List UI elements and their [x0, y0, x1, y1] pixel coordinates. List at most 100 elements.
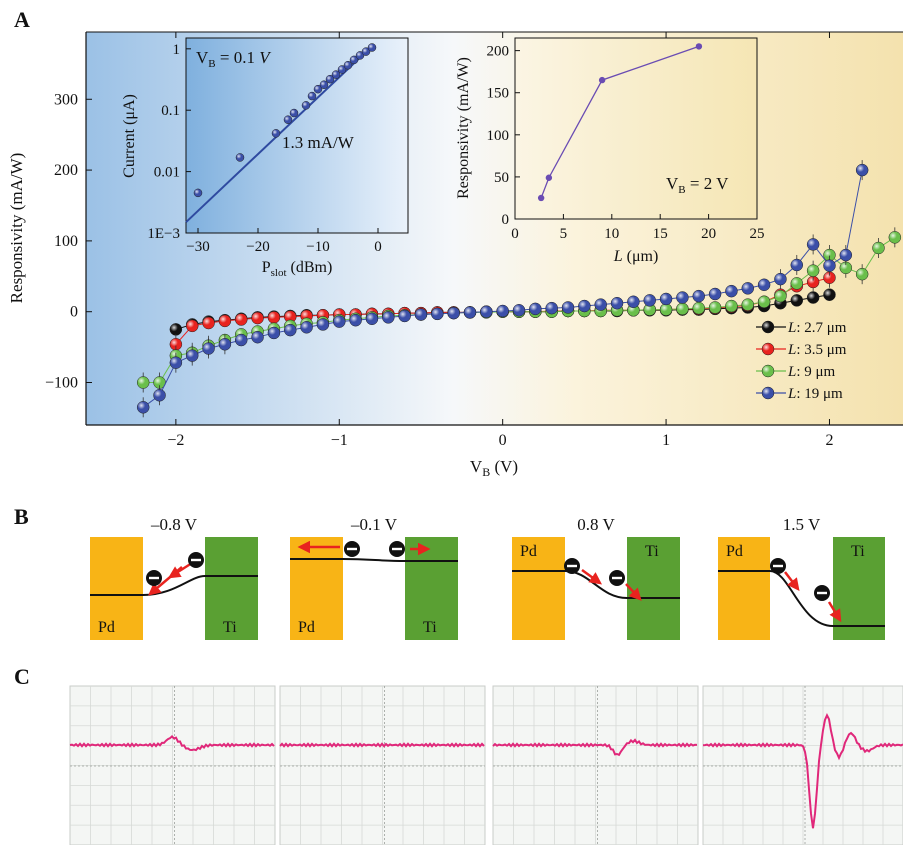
- band-diagram-2: 0.8 V Pd Ti: [512, 515, 680, 640]
- pd-block: [90, 537, 143, 640]
- inset1-data-point-highlight: [194, 188, 202, 197]
- inset1-data-point-highlight: [236, 153, 244, 162]
- inset2-data-point: [537, 194, 545, 202]
- scope-trace: [69, 735, 275, 752]
- electron-minus: [567, 564, 577, 568]
- x-tick-label: 0: [499, 432, 507, 449]
- y-axis-label: Responsivity (mA/W): [7, 153, 26, 304]
- data-point-highlight: [218, 338, 231, 351]
- data-point-highlight: [333, 315, 346, 328]
- inset1-x-tick-label: 0: [374, 239, 382, 255]
- inset2-x-tick-label: 5: [560, 226, 568, 242]
- data-point-highlight: [839, 249, 852, 262]
- data-point-highlight: [823, 271, 836, 284]
- data-point-highlight: [741, 298, 754, 311]
- inset1-data-point-highlight: [290, 109, 298, 118]
- ti-label: Ti: [223, 619, 237, 636]
- inset1-data-point-highlight: [338, 65, 346, 74]
- data-point-highlight: [300, 321, 313, 334]
- inset2-x-label: L (μm): [613, 248, 659, 265]
- data-point-highlight: [365, 312, 378, 325]
- data-point-highlight: [349, 314, 362, 327]
- ann-v: V: [666, 174, 679, 193]
- panel-label-c: C: [14, 664, 30, 689]
- inset2-x-tick-label: 20: [701, 226, 716, 242]
- band-diagram-3: 1.5 V Pd Ti: [718, 515, 885, 640]
- y-tick-label: 300: [54, 91, 78, 108]
- inset2-x-label-var: L: [613, 248, 623, 265]
- inset1-data-point-highlight: [272, 129, 280, 138]
- bias-label: 0.8 V: [577, 515, 615, 534]
- data-point-highlight: [545, 302, 558, 315]
- band-diagrams: –0.8 V Pd Ti –0.1 V Pd Ti 0.8 V Pd Ti 1.5 V Pd Ti: [90, 515, 885, 640]
- inset1-background: [185, 37, 409, 234]
- legend-marker-highlight: [762, 365, 774, 377]
- data-point-highlight: [529, 302, 542, 315]
- inset1-y-tick-label: 0.1: [161, 103, 180, 119]
- data-point-highlight: [398, 309, 411, 322]
- ti-block: [205, 537, 258, 640]
- legend-label-text: : 3.5 μm: [796, 342, 846, 358]
- legend-italic-l: L: [787, 364, 796, 380]
- ti-label: Ti: [645, 543, 659, 560]
- inset1-data-point-highlight: [356, 51, 364, 60]
- data-point-highlight: [251, 312, 264, 325]
- data-point-highlight: [643, 294, 656, 307]
- ann-unit: V: [259, 48, 272, 67]
- pd-block: [290, 537, 343, 640]
- data-point-highlight: [823, 249, 836, 262]
- data-point-highlight: [839, 261, 852, 274]
- inset2-y-tick-label: 200: [487, 44, 510, 60]
- data-point-highlight: [267, 311, 280, 324]
- data-point-highlight: [496, 304, 509, 317]
- inset1-x-tick-label: −30: [186, 239, 209, 255]
- inset1-data-point-highlight: [320, 80, 328, 89]
- pd-label: Pd: [298, 619, 315, 636]
- inset1-data-point-highlight: [362, 47, 370, 56]
- drift-arrow: [827, 601, 842, 623]
- data-point-highlight: [774, 273, 787, 286]
- inset1-x-label-unit: (dBm): [287, 259, 333, 276]
- data-point-highlight: [807, 275, 820, 288]
- scope-panel-3: [702, 685, 903, 845]
- bias-label: –0.1 V: [350, 515, 398, 534]
- scope-trace: [279, 742, 485, 748]
- data-point-highlight: [562, 301, 575, 314]
- inset1-data-point-highlight: [284, 115, 292, 124]
- data-point-highlight: [611, 297, 624, 310]
- data-point-highlight: [888, 231, 901, 244]
- data-point-highlight: [790, 294, 803, 307]
- electron-minus: [773, 564, 783, 568]
- ti-block: [405, 537, 458, 640]
- inset1-x-tick-label: −10: [306, 239, 329, 255]
- inset1-data-point-highlight: [368, 43, 376, 52]
- inset2-line: [540, 45, 700, 199]
- legend-italic-l: L: [787, 342, 796, 358]
- electron-minus: [149, 576, 159, 580]
- x-axis-label-sub: B: [482, 465, 490, 479]
- panel-label-b: B: [14, 504, 29, 529]
- ti-block: [833, 537, 885, 640]
- ti-label: Ti: [851, 543, 865, 560]
- ann-sub: B: [678, 184, 685, 196]
- inset2-y-tick-label: 0: [502, 212, 510, 228]
- data-point-highlight: [235, 334, 248, 347]
- series-3: [136, 160, 869, 418]
- scope-trace: [492, 738, 698, 757]
- data-point-highlight: [692, 290, 705, 303]
- inset2-data-point: [545, 174, 553, 181]
- data-point-highlight: [431, 307, 444, 320]
- data-point-highlight: [709, 288, 722, 300]
- inset2-y-label: Responsivity (mA/W): [455, 57, 472, 199]
- data-point-highlight: [153, 389, 166, 402]
- y-tick-label: 200: [54, 162, 78, 179]
- drift-arrow: [581, 568, 603, 585]
- data-point-highlight: [872, 241, 885, 254]
- data-point-highlight: [218, 314, 231, 327]
- electron-minus: [347, 547, 357, 551]
- electron-minus: [612, 576, 622, 580]
- band-edge: [90, 575, 258, 596]
- pd-label: Pd: [726, 543, 743, 560]
- legend-label-text: : 2.7 μm: [796, 320, 846, 336]
